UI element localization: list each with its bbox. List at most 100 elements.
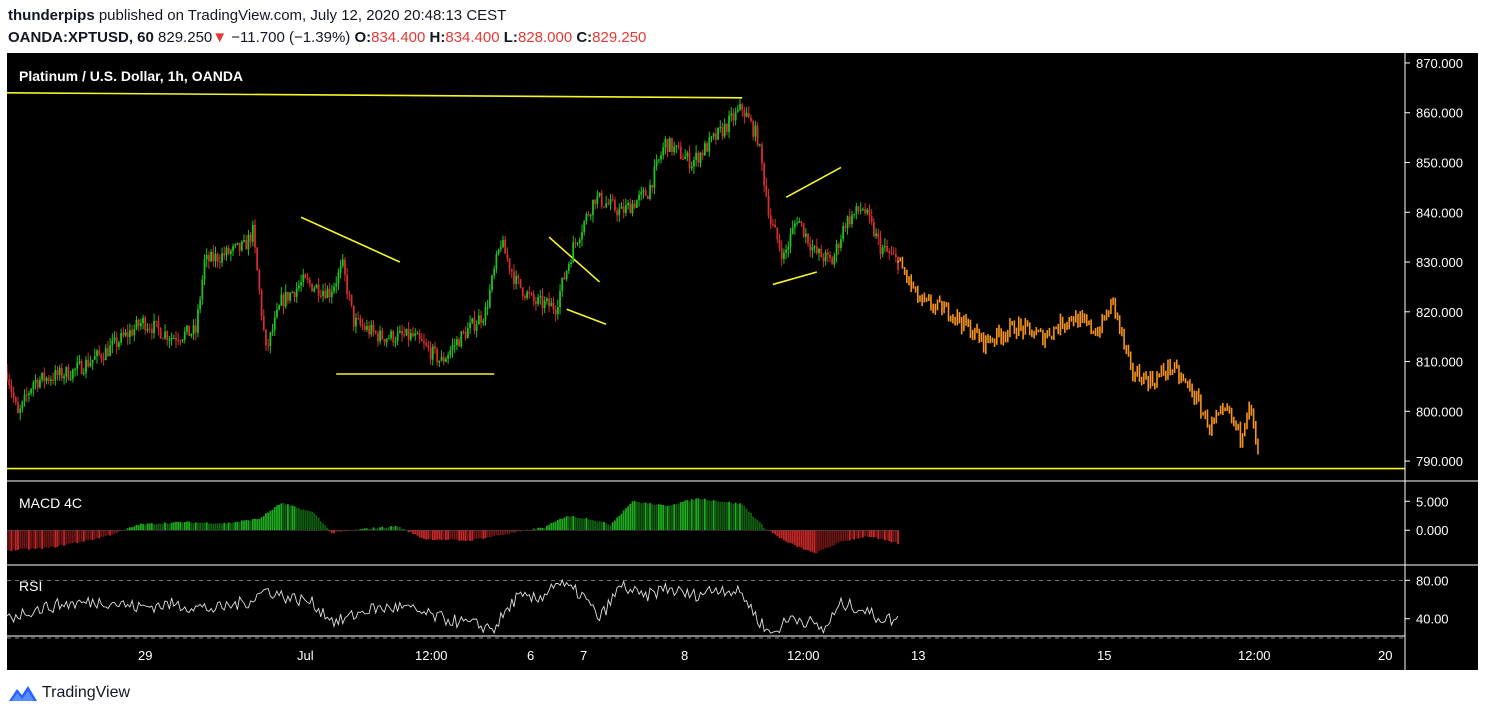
macd-bar xyxy=(780,530,783,539)
macd-bar xyxy=(346,530,349,532)
candle-body xyxy=(383,339,386,343)
candle-body xyxy=(333,286,335,292)
price-axis[interactable]: 870.000 860.000 850.000 840.000 830.000 820.0… xyxy=(1405,56,1463,627)
macd-bar xyxy=(787,530,790,543)
candle-body xyxy=(721,126,724,137)
macd-bar xyxy=(265,513,267,531)
candle-body xyxy=(260,290,263,316)
close-value: 829.250 xyxy=(592,29,647,46)
candle-body xyxy=(704,143,706,156)
candle-body xyxy=(497,249,500,255)
macd-bar xyxy=(890,530,893,543)
candle-body xyxy=(456,339,458,346)
candle-body xyxy=(800,221,803,224)
candle-body xyxy=(317,284,320,296)
macd-bar xyxy=(74,530,76,543)
candle-body xyxy=(409,333,412,340)
macd-bar xyxy=(8,530,11,551)
macd-bar xyxy=(818,530,820,551)
macd-bar xyxy=(473,530,476,539)
macd-bar xyxy=(423,530,425,539)
trendline xyxy=(300,216,401,263)
macd-bar xyxy=(91,530,94,541)
macd-bar xyxy=(493,530,496,536)
price-tick-label: 850.000 xyxy=(1416,155,1463,170)
macd-bar xyxy=(706,500,708,531)
macd-bar xyxy=(758,522,761,531)
candle-body xyxy=(864,209,867,214)
publisher-line: thunderpips published on TradingView.com… xyxy=(8,6,1478,26)
chart-area[interactable]: 870.000 860.000 850.000 840.000 830.000 820.0… xyxy=(6,53,1478,670)
candle-body xyxy=(243,239,245,242)
candle-body xyxy=(297,285,300,289)
macd-bar xyxy=(120,530,123,532)
candle-body xyxy=(532,293,535,302)
macd-bar xyxy=(308,511,311,531)
macd-bar xyxy=(366,528,368,531)
candle-body xyxy=(541,295,544,308)
candle-body xyxy=(583,221,586,233)
author-name[interactable]: thunderpips xyxy=(8,7,95,24)
macd-bar xyxy=(181,522,184,531)
candle-body xyxy=(491,275,493,290)
macd-bar xyxy=(776,530,779,537)
candle-body xyxy=(695,152,698,160)
candle-body xyxy=(818,248,820,254)
macd-bar xyxy=(572,516,575,531)
candle-body xyxy=(104,348,107,361)
time-axis[interactable]: 29 Jul 12:00 6 7 8 12:00 13 15 12:00 20 xyxy=(138,648,1392,663)
macd-bar xyxy=(381,526,384,531)
macd-bar xyxy=(317,517,320,531)
macd-bar xyxy=(12,530,15,550)
candle-body xyxy=(352,305,355,327)
candle-body xyxy=(179,340,182,342)
macd-bar xyxy=(447,530,450,540)
time-tick-label: 29 xyxy=(138,648,152,663)
macd-bar xyxy=(359,529,362,531)
macd-bar xyxy=(278,504,281,531)
candle-body xyxy=(199,299,202,310)
macd-bar xyxy=(289,505,292,531)
candle-body xyxy=(651,184,654,188)
candle-body xyxy=(624,205,627,214)
candle-body xyxy=(227,247,230,254)
macd-bar xyxy=(813,530,816,554)
macd-bar xyxy=(682,501,684,531)
macd-bar xyxy=(747,511,750,531)
candle-body xyxy=(848,216,851,225)
macd-bar xyxy=(857,530,860,539)
candle-body xyxy=(732,113,735,121)
macd-bar xyxy=(403,528,406,531)
macd-bar xyxy=(666,505,669,531)
candle-body xyxy=(43,372,46,382)
trendline xyxy=(772,271,818,286)
macd-bar xyxy=(662,505,665,531)
macd-bar xyxy=(862,530,864,538)
macd-bar xyxy=(607,524,610,531)
macd-bar xyxy=(41,530,44,550)
candle-body xyxy=(262,315,265,330)
candle-body xyxy=(431,346,434,360)
candle-body xyxy=(741,104,744,110)
candle-body xyxy=(387,338,390,340)
macd-bar xyxy=(100,530,103,537)
candle-body xyxy=(892,253,895,255)
candle-body xyxy=(870,216,873,222)
macd-bar xyxy=(673,504,676,531)
macd-bar xyxy=(28,530,30,550)
macd-bar xyxy=(745,508,748,531)
candle-body xyxy=(616,210,619,216)
macd-bar xyxy=(763,528,766,531)
macd-bar xyxy=(730,503,733,531)
macd-bar xyxy=(886,530,888,541)
price-tick-label: 870.000 xyxy=(1416,56,1463,71)
candle-body xyxy=(172,337,175,339)
tradingview-footer[interactable]: TradingView xyxy=(8,681,130,705)
candle-body xyxy=(137,319,140,327)
candle-body xyxy=(370,324,373,335)
chart-svg[interactable]: 870.000860.000850.000840.000830.000820.0… xyxy=(6,53,1478,670)
candle-body xyxy=(142,317,144,324)
macd-bar xyxy=(142,524,144,531)
macd-bar xyxy=(679,502,682,531)
macd-bar xyxy=(796,530,798,547)
